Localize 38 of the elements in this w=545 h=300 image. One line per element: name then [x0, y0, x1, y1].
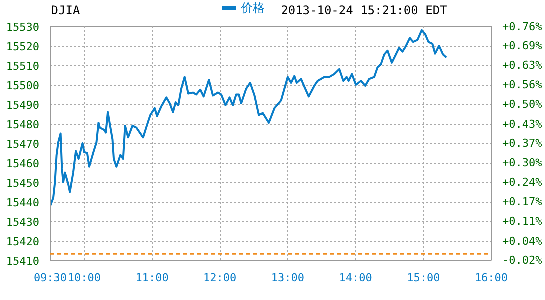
y2-tick-label: +0.69% — [502, 40, 543, 53]
y-tick-label: 15460 — [6, 158, 40, 170]
y-tick-label: 15470 — [6, 138, 40, 151]
x-tick-label: 09:30 — [34, 272, 68, 284]
y2-tick-label: +0.37% — [502, 137, 543, 150]
y-tick-label: 15420 — [6, 236, 40, 248]
y-tick-label: 15410 — [6, 255, 40, 268]
y2-tick-label: +0.43% — [502, 118, 543, 131]
x-tick-label: 16:00 — [474, 272, 508, 284]
y2-tick-label: +0.17% — [502, 196, 543, 209]
y2-tick-label: +0.63% — [502, 59, 543, 72]
y-tick-label: 15490 — [6, 99, 40, 112]
y-tick-label: 15510 — [6, 60, 40, 73]
legend-label: 价格 — [241, 0, 265, 16]
y-tick-label: 15500 — [6, 80, 40, 92]
line-series — [50, 29, 448, 207]
text: 2013-10-24 15:21:00 EDT — [281, 4, 448, 18]
y2-tick-label: +0.24% — [502, 176, 543, 190]
y-tick-label: 15520 — [6, 40, 40, 54]
y-tick-label: 15530 — [6, 21, 40, 34]
x-tick-label: 13:00 — [271, 272, 305, 284]
y2-tick-label: +0.30% — [502, 156, 543, 170]
x-tick-label: 11:00 — [136, 272, 169, 284]
y2-tick-label: +0.04% — [502, 234, 543, 248]
y2-tick-label: +0.56% — [502, 78, 543, 92]
y-tick-label: 15430 — [6, 216, 40, 229]
y-tick-label: 15480 — [6, 118, 40, 132]
y2-tick-label: -0.02% — [502, 254, 543, 267]
y-tick-label: 15440 — [6, 196, 40, 210]
y2-tick-label: +0.76% — [502, 20, 543, 34]
x-tick-label: 14:00 — [339, 272, 372, 284]
chart-title: DJIA — [51, 4, 81, 18]
y2-tick-label: +0.11% — [502, 215, 543, 228]
y-tick-label: 15450 — [6, 177, 40, 190]
y2-tick-label: +0.50% — [502, 98, 543, 112]
x-tick-label: 12:00 — [204, 272, 237, 284]
x-tick-label: 15:00 — [407, 272, 440, 284]
x-tick-label: 10:00 — [68, 272, 101, 284]
